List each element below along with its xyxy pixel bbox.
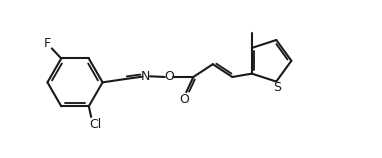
Text: Cl: Cl <box>89 118 102 131</box>
Text: F: F <box>44 37 51 50</box>
Text: S: S <box>274 81 282 94</box>
Text: O: O <box>179 93 189 106</box>
Text: O: O <box>164 70 174 83</box>
Text: N: N <box>141 70 150 83</box>
